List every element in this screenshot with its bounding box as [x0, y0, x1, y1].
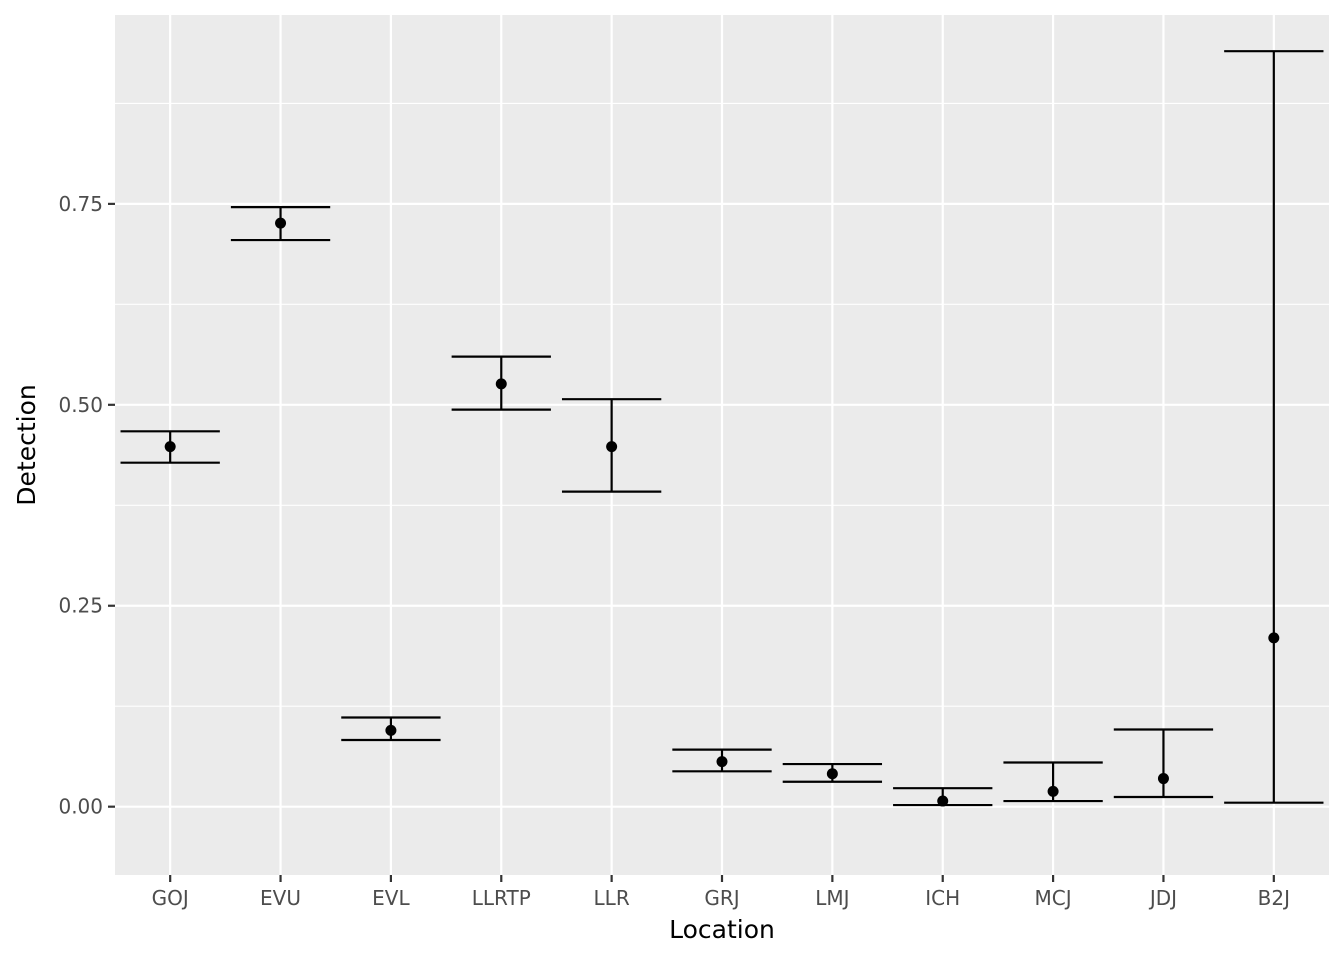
point-estimate [1157, 773, 1169, 785]
point-estimate [716, 756, 728, 768]
x-tick-label: LLRTP [472, 886, 531, 910]
point-estimate [937, 795, 949, 807]
point-estimate [826, 768, 838, 780]
errorbar-goj [120, 430, 220, 464]
y-tick-label: 0.50 [58, 393, 103, 417]
y-tick-label: 0.75 [58, 192, 103, 216]
errorbar-ich [893, 787, 993, 807]
x-tick-label: EVU [260, 886, 301, 910]
errorbar-evl [341, 716, 441, 742]
errorbar-llrtp [451, 355, 551, 411]
x-tick-label: EVL [372, 886, 410, 910]
point-estimate [385, 724, 397, 736]
x-tick-label: ICH [925, 886, 960, 910]
errorbar-llr [561, 398, 662, 493]
point-estimate [1047, 785, 1059, 797]
y-tick-label: 0.25 [58, 594, 103, 618]
x-tick-label: GRJ [704, 886, 739, 910]
x-tick-label: LMJ [815, 886, 849, 910]
error-bars [120, 50, 1324, 807]
errorbar-jdj [1113, 728, 1214, 799]
x-tick-label: GOJ [152, 886, 189, 910]
point-estimate [495, 378, 507, 390]
errorbar-b2j [1224, 50, 1324, 804]
axis-ticks: 0.00 0.25 0.50 0.75 GOJ EVU EVL LLRTP LLR GRJ LMJ I… [58, 192, 1290, 910]
point-estimate [1268, 632, 1280, 644]
errorbar-lmj [782, 762, 883, 783]
errorbar-evu [230, 205, 331, 242]
errorbar-grj [672, 748, 772, 773]
point-estimate [275, 217, 287, 229]
y-tick-label: 0.00 [58, 795, 103, 819]
x-tick-label: MCJ [1035, 886, 1072, 910]
errorbar-mcj [1003, 761, 1103, 803]
x-tick-label: LLR [594, 886, 630, 910]
point-estimate [164, 441, 176, 453]
y-axis-title: Detection [12, 384, 41, 505]
x-tick-label: B2J [1258, 886, 1290, 910]
x-tick-label: JDJ [1148, 886, 1177, 910]
point-estimate [606, 441, 618, 453]
x-axis-title: Location [669, 915, 775, 944]
